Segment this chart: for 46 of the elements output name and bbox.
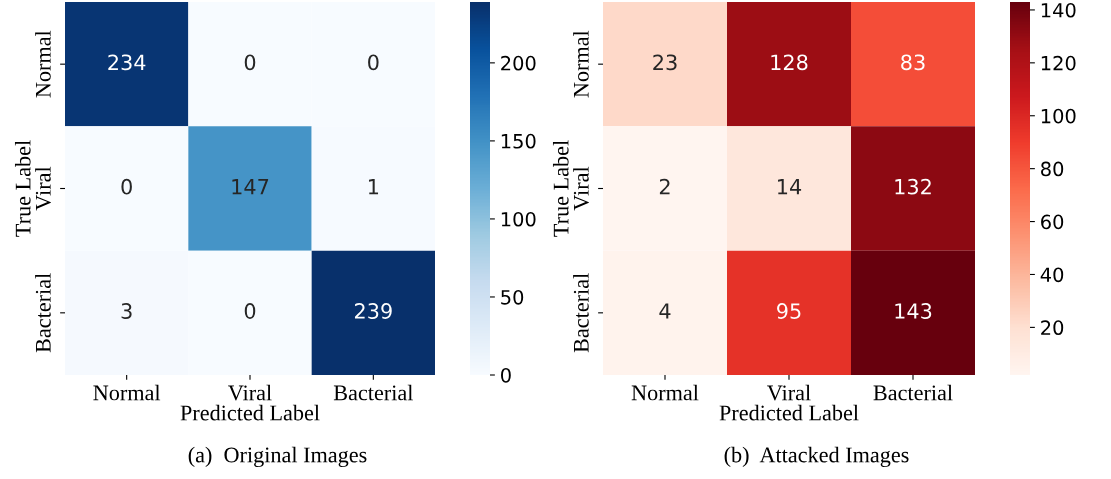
data-label: 2 <box>659 178 670 195</box>
color-bar-label: 200 <box>501 55 536 71</box>
y-axis-title: True Label <box>552 140 569 237</box>
color-bar-label: 140 <box>1041 2 1076 18</box>
text: (b) Attacked Images <box>724 446 909 468</box>
data-label: 0 <box>368 54 379 71</box>
data-label: 239 <box>354 303 392 319</box>
data-label: 4 <box>659 303 671 319</box>
color-bar-label: 100 <box>501 211 536 227</box>
x-tick-label: Bacterial <box>333 384 413 401</box>
x-axis-title: Predicted Label <box>719 404 859 421</box>
data-label: 83 <box>901 54 925 71</box>
color-bar-label: 0 <box>501 367 511 383</box>
x-tick-label: Viral <box>228 384 272 401</box>
data-label: 1 <box>368 179 379 195</box>
color-bar-label: 80 <box>1041 161 1064 177</box>
color-bar-label: 120 <box>1041 55 1076 71</box>
y-tick-label: Normal <box>35 30 51 98</box>
data-label: 0 <box>121 178 132 195</box>
y-tick-label: Viral <box>35 166 51 211</box>
color-bar-label: 40 <box>1040 267 1064 283</box>
data-label: 14 <box>778 179 802 195</box>
data-label: 0 <box>244 54 256 71</box>
color-bar-label: 150 <box>501 133 536 149</box>
data-label: 95 <box>777 303 801 319</box>
x-tick-label: Bacterial <box>873 384 953 401</box>
y-tick-label: Viral <box>573 166 589 211</box>
color-bar-label: 100 <box>1041 108 1076 124</box>
x-tick-label: Normal <box>93 384 161 401</box>
x-tick-label: Normal <box>631 384 699 401</box>
color-bar-label: 20 <box>1041 320 1064 336</box>
color-bar-label: 50 <box>501 289 524 305</box>
data-label: 143 <box>895 303 932 319</box>
x-tick-label: Viral <box>767 384 811 401</box>
data-label: 147 <box>232 179 269 195</box>
data-label: 128 <box>771 54 808 71</box>
data-label: 132 <box>895 178 931 195</box>
data-label: 23 <box>653 54 677 71</box>
data-label: 234 <box>108 54 146 71</box>
y-axis-title: True Label <box>14 140 31 237</box>
x-axis-title: Predicted Label <box>180 404 320 421</box>
y-tick-label: Normal <box>573 30 589 98</box>
text: (a) Original Images <box>188 446 367 468</box>
data-label: 3 <box>121 303 132 319</box>
data-label: 0 <box>244 303 256 319</box>
color-bar-label: 60 <box>1041 214 1064 230</box>
